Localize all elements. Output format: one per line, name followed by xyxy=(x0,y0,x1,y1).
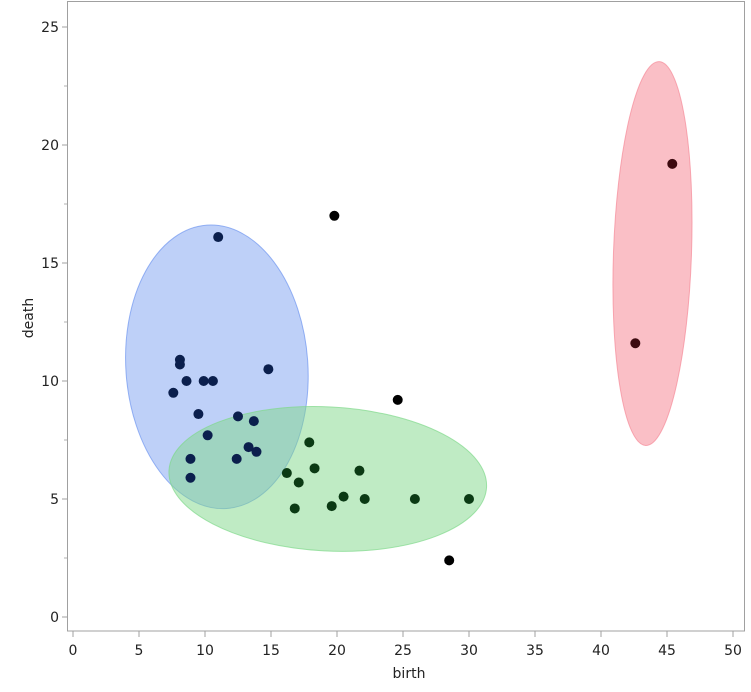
y-tick-label: 5 xyxy=(50,492,59,508)
data-point xyxy=(168,387,179,398)
x-tick-label: 45 xyxy=(658,643,676,659)
data-point xyxy=(464,494,474,504)
y-tick-label: 20 xyxy=(41,138,59,154)
data-point xyxy=(667,158,678,169)
data-point xyxy=(329,210,340,221)
data-point xyxy=(289,503,300,514)
x-tick-label: 15 xyxy=(262,643,280,659)
data-point xyxy=(248,416,259,427)
data-point xyxy=(251,446,262,457)
data-point xyxy=(392,394,403,405)
data-point xyxy=(304,437,315,448)
cluster-red-ellipse xyxy=(612,61,693,446)
data-point xyxy=(198,376,209,386)
data-point xyxy=(354,465,365,476)
data-point xyxy=(193,409,204,420)
x-tick-label: 0 xyxy=(69,643,78,659)
data-point xyxy=(338,491,349,502)
y-axis-title: death xyxy=(21,298,37,338)
x-tick-label: 25 xyxy=(394,643,412,659)
data-point xyxy=(293,477,304,488)
x-axis: 0 5 10 15 20 25 30 35 40 45 50 xyxy=(69,631,742,659)
data-point xyxy=(630,338,641,349)
data-point xyxy=(185,453,196,464)
y-axis: 0 5 10 15 20 25 xyxy=(41,20,67,626)
data-point xyxy=(174,359,185,370)
x-tick-label: 5 xyxy=(135,643,144,659)
y-tick-label: 10 xyxy=(41,374,59,390)
y-tick-label: 15 xyxy=(41,256,59,272)
x-axis-title: birth xyxy=(393,666,426,682)
data-point xyxy=(207,376,218,386)
x-tick-label: 50 xyxy=(724,643,742,659)
x-tick-label: 40 xyxy=(592,643,610,659)
data-point xyxy=(444,555,455,566)
data-point xyxy=(243,442,254,453)
data-point xyxy=(263,364,274,375)
x-tick-label: 35 xyxy=(526,643,544,659)
data-point xyxy=(409,494,420,504)
data-point xyxy=(281,468,292,479)
data-point xyxy=(213,232,224,243)
x-tick-label: 30 xyxy=(460,643,478,659)
data-point xyxy=(326,501,337,512)
x-tick-label: 10 xyxy=(196,643,214,659)
data-point xyxy=(231,453,242,464)
data-points xyxy=(168,158,678,566)
y-tick-label: 0 xyxy=(50,610,59,626)
y-tick-label: 25 xyxy=(41,20,59,36)
data-point xyxy=(202,430,213,441)
data-point xyxy=(185,472,196,483)
data-point xyxy=(309,463,320,474)
data-point xyxy=(359,494,370,504)
data-point xyxy=(233,411,243,422)
data-point xyxy=(181,376,192,386)
cluster-ellipses xyxy=(125,61,693,552)
x-tick-label: 20 xyxy=(328,643,346,659)
